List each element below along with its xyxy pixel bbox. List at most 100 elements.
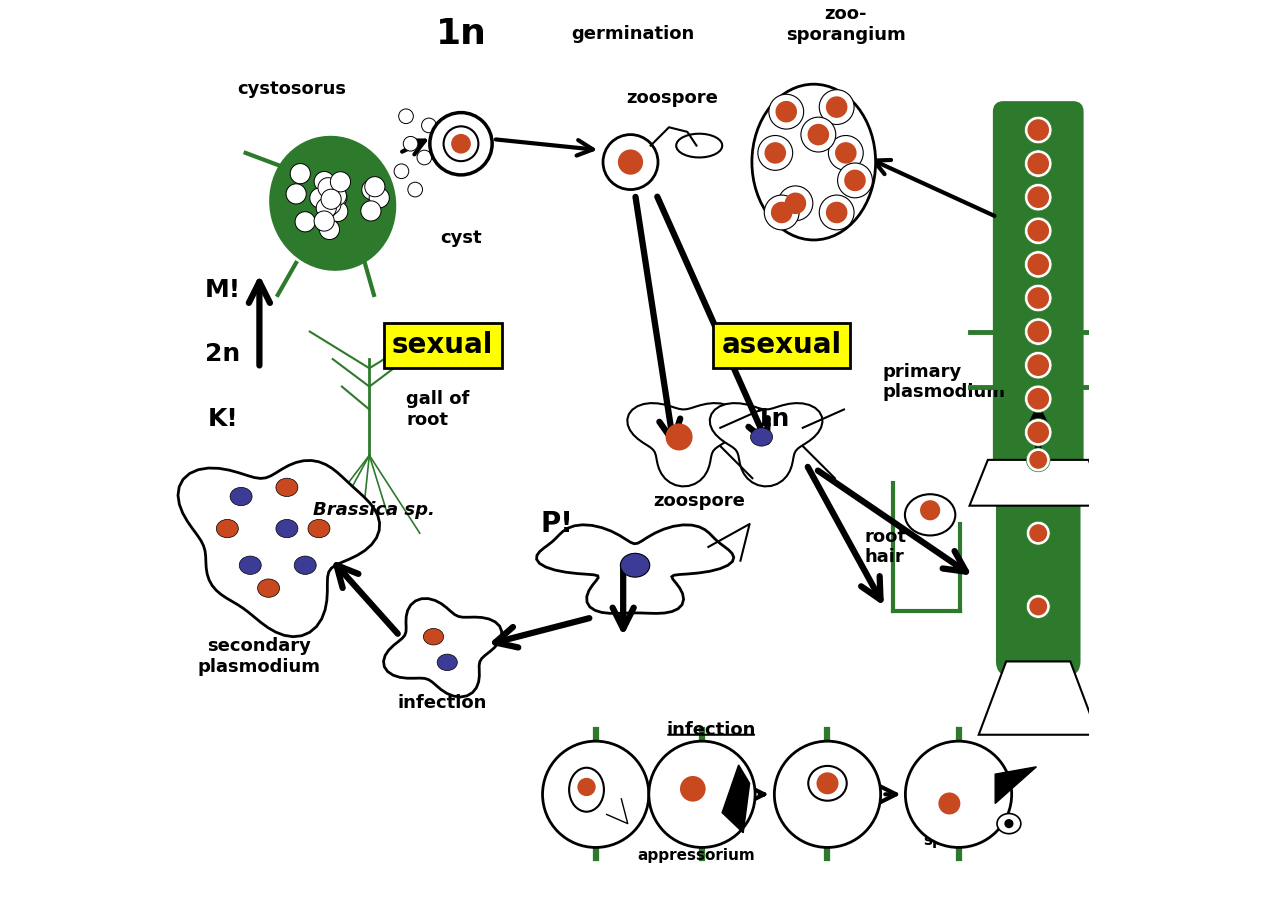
Ellipse shape — [308, 520, 330, 538]
Text: infection: infection — [667, 722, 755, 739]
Circle shape — [1026, 521, 1050, 545]
Circle shape — [314, 211, 334, 231]
Text: cyst: cyst — [440, 230, 482, 247]
Circle shape — [444, 127, 478, 162]
Circle shape — [1028, 388, 1048, 409]
Circle shape — [407, 183, 422, 196]
Circle shape — [1028, 153, 1048, 174]
Circle shape — [758, 136, 793, 171]
Ellipse shape — [438, 655, 458, 671]
Circle shape — [1024, 285, 1052, 312]
Ellipse shape — [230, 487, 252, 506]
Text: 1n: 1n — [435, 17, 487, 50]
Circle shape — [320, 195, 340, 215]
Circle shape — [361, 201, 381, 221]
Text: 1n: 1n — [754, 407, 789, 431]
Circle shape — [820, 90, 854, 125]
Circle shape — [1028, 254, 1048, 274]
Polygon shape — [995, 767, 1037, 803]
Circle shape — [828, 136, 864, 171]
Circle shape — [778, 186, 813, 220]
Circle shape — [1028, 187, 1048, 207]
Text: asexual: asexual — [721, 331, 842, 359]
Polygon shape — [676, 134, 723, 158]
Circle shape — [286, 184, 306, 204]
Circle shape — [421, 118, 436, 133]
Circle shape — [764, 195, 799, 230]
Circle shape — [817, 772, 839, 794]
Circle shape — [1030, 599, 1047, 615]
Ellipse shape — [240, 556, 261, 575]
Text: sexual: sexual — [392, 331, 493, 359]
Circle shape — [1024, 150, 1052, 177]
Circle shape — [1026, 448, 1050, 472]
Circle shape — [330, 172, 351, 192]
Circle shape — [1028, 355, 1048, 375]
Circle shape — [318, 197, 338, 218]
Circle shape — [649, 741, 755, 847]
Polygon shape — [537, 525, 734, 613]
Text: secondary
plasmodium: secondary plasmodium — [198, 637, 320, 677]
Text: zoospore: zoospore — [625, 89, 718, 106]
Polygon shape — [970, 460, 1107, 506]
Circle shape — [369, 187, 390, 207]
Circle shape — [395, 164, 409, 179]
Circle shape — [1024, 419, 1052, 446]
Ellipse shape — [276, 478, 298, 497]
Circle shape — [417, 151, 431, 165]
Circle shape — [786, 193, 806, 213]
Ellipse shape — [217, 520, 238, 538]
Text: primary
plasmodium: primary plasmodium — [883, 363, 1005, 401]
Circle shape — [938, 792, 961, 814]
Ellipse shape — [257, 579, 280, 598]
Ellipse shape — [620, 554, 649, 577]
Circle shape — [1024, 251, 1052, 278]
Circle shape — [328, 201, 348, 221]
Circle shape — [826, 97, 846, 118]
Text: 2n: 2n — [206, 342, 241, 366]
Circle shape — [310, 188, 330, 208]
Circle shape — [836, 143, 856, 163]
Circle shape — [1028, 288, 1048, 308]
Text: infection: infection — [398, 694, 487, 711]
Circle shape — [290, 163, 310, 184]
Text: gall of
root: gall of root — [406, 390, 469, 429]
Circle shape — [921, 500, 941, 521]
Circle shape — [1026, 595, 1050, 619]
Circle shape — [1024, 217, 1052, 244]
Ellipse shape — [750, 428, 773, 446]
Ellipse shape — [905, 494, 956, 535]
Circle shape — [327, 187, 347, 207]
Circle shape — [318, 178, 338, 198]
Circle shape — [845, 171, 865, 190]
Text: spine: spine — [923, 833, 970, 847]
FancyBboxPatch shape — [997, 428, 1079, 675]
Circle shape — [603, 135, 658, 189]
Text: Brassica sp.: Brassica sp. — [313, 501, 435, 520]
Ellipse shape — [276, 520, 298, 538]
Circle shape — [319, 219, 339, 240]
Circle shape — [1024, 184, 1052, 211]
Circle shape — [820, 195, 854, 230]
Ellipse shape — [424, 629, 444, 645]
Circle shape — [398, 109, 414, 124]
Circle shape — [314, 172, 334, 192]
Circle shape — [905, 741, 1011, 847]
FancyBboxPatch shape — [994, 103, 1082, 469]
Circle shape — [1028, 120, 1048, 140]
Text: M!: M! — [204, 278, 241, 302]
Polygon shape — [710, 403, 822, 487]
Circle shape — [774, 741, 880, 847]
Polygon shape — [979, 662, 1098, 734]
Circle shape — [765, 143, 786, 163]
Circle shape — [1024, 352, 1052, 379]
Circle shape — [295, 212, 315, 232]
Circle shape — [327, 185, 347, 206]
Circle shape — [826, 202, 846, 222]
Text: zoospore: zoospore — [653, 492, 745, 510]
Circle shape — [322, 189, 342, 209]
Polygon shape — [178, 461, 380, 637]
Text: appressorium: appressorium — [638, 848, 755, 863]
Text: zoo-
sporangium: zoo- sporangium — [786, 6, 905, 44]
Text: K!: K! — [207, 407, 238, 431]
